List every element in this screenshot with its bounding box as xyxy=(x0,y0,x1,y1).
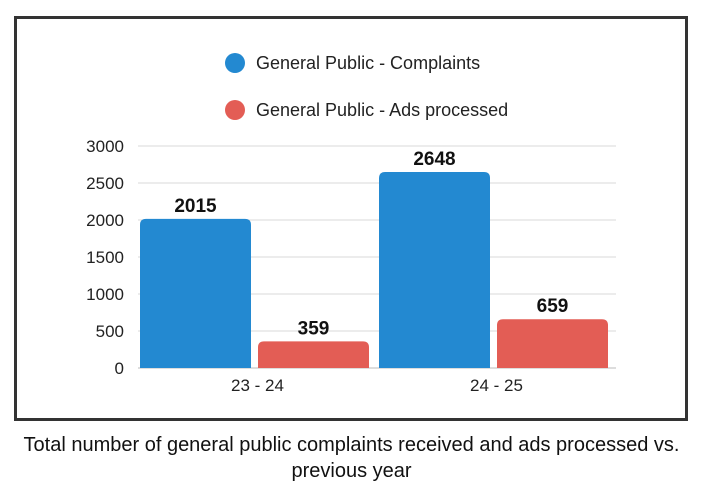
legend-label-ads: General Public - Ads processed xyxy=(256,100,508,120)
chart-frame: 0 500 1000 1500 2000 2500 3000 2015 359 2648 659 … xyxy=(14,16,688,421)
x-tick-label: 23 - 24 xyxy=(231,376,284,395)
data-labels: 2015 359 2648 659 xyxy=(174,149,568,339)
data-label: 359 xyxy=(298,318,330,339)
y-tick-label: 500 xyxy=(96,322,124,341)
x-tick-label: 24 - 25 xyxy=(470,376,523,395)
data-label: 659 xyxy=(537,296,569,317)
x-axis-ticks: 23 - 24 24 - 25 xyxy=(231,376,523,395)
y-tick-label: 2000 xyxy=(86,211,124,230)
bar-complaints xyxy=(140,218,251,368)
data-label: 2648 xyxy=(413,149,455,170)
y-tick-label: 1500 xyxy=(86,248,124,267)
y-tick-label: 3000 xyxy=(86,137,124,156)
bar-complaints xyxy=(379,172,490,368)
legend: General Public - Complaints General Publ… xyxy=(225,53,508,120)
y-tick-label: 2500 xyxy=(86,174,124,193)
data-label: 2015 xyxy=(174,196,217,217)
y-tick-label: 0 xyxy=(115,359,124,378)
y-tick-label: 1000 xyxy=(86,285,124,304)
legend-label-complaints: General Public - Complaints xyxy=(256,53,480,73)
legend-marker-complaints xyxy=(225,53,245,73)
legend-marker-ads xyxy=(225,100,245,120)
chart-caption: Total number of general public complaint… xyxy=(23,434,680,482)
bar-ads xyxy=(497,319,608,368)
bars xyxy=(140,172,608,368)
bar-ads xyxy=(258,341,369,368)
y-axis-ticks: 0 500 1000 1500 2000 2500 3000 xyxy=(86,137,124,378)
